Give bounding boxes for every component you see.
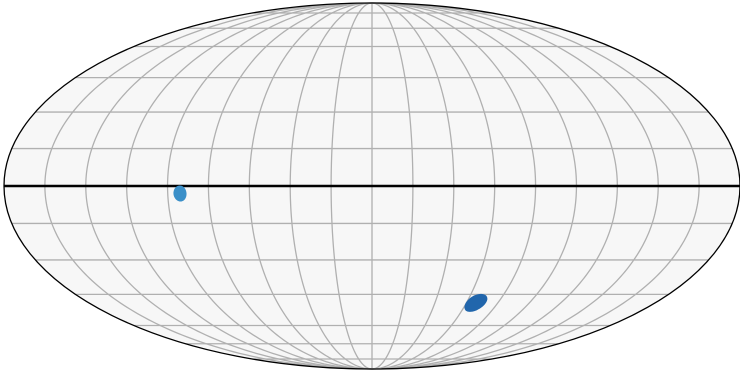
marker-left — [173, 185, 187, 202]
marker-lower-right — [464, 293, 488, 312]
map-outline — [3, 2, 740, 370]
markers — [173, 185, 488, 312]
